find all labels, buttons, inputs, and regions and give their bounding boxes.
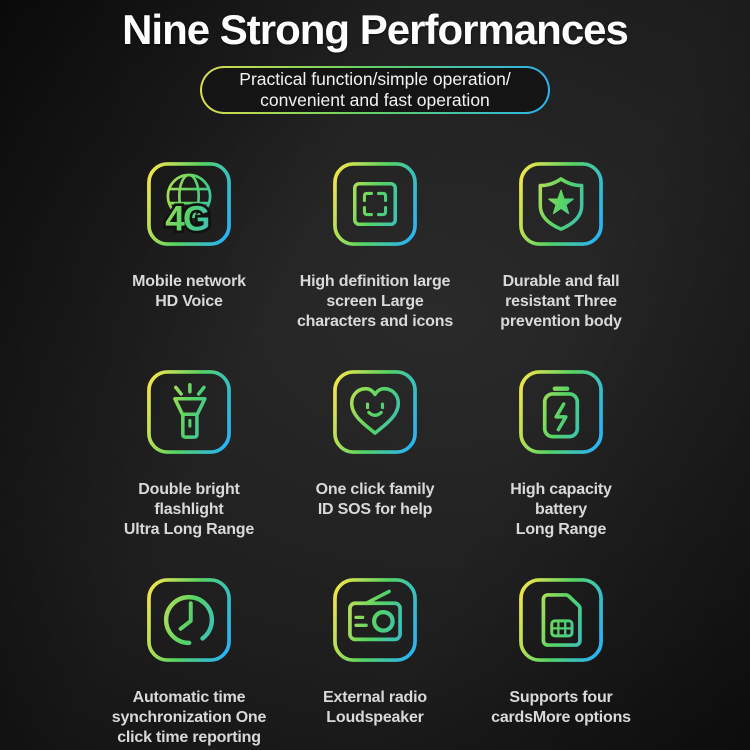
sim-card-icon [519,578,603,662]
feature-label: High definition large screen Large chara… [296,273,454,330]
feature-tile-sos: One click family ID SOS for help [282,368,468,540]
feature-tile-clock: Automatic time synchronization One click… [96,576,282,748]
battery-icon [519,370,603,454]
feature-tile-radio: External radio Loudspeaker [282,576,468,748]
feature-label: High capacity battery Long Range [510,481,612,538]
feature-tile-durable-body: Durable and fall resistant Three prevent… [468,160,654,332]
feature-label: Durable and fall resistant Three prevent… [500,273,622,330]
4g-globe-icon: 4G [147,162,231,246]
4g-badge: 4G [165,199,209,238]
subtitle-pill: Practical function/simple operation/ con… [200,66,550,114]
large-screen-icon [333,162,417,246]
feature-tile-mobile-network: 4G Mobile network HD Voice [96,160,282,332]
shield-star-icon [519,162,603,246]
feature-grid: 4G Mobile network HD Voice High definiti… [0,160,750,748]
page-title: Nine Strong Performances [122,6,629,53]
feature-tile-sim-cards: Supports four cardsMore options [468,576,654,748]
radio-icon [333,578,417,662]
feature-tile-flashlight: Double bright flashlight Ultra Long Rang… [96,368,282,540]
heart-sos-icon [333,370,417,454]
feature-tile-battery: High capacity battery Long Range [468,368,654,540]
feature-label: Mobile network HD Voice [132,273,246,310]
feature-tile-large-screen: High definition large screen Large chara… [282,160,468,332]
clock-icon [147,578,231,662]
feature-label: One click family ID SOS for help [315,481,435,518]
feature-label: Automatic time synchronization One click… [111,689,267,746]
feature-label: Supports four cardsMore options [491,689,631,726]
subtitle-text: Practical function/simple operation/ con… [202,68,548,112]
feature-label: Double bright flashlight Ultra Long Rang… [123,481,255,538]
flashlight-icon [147,370,231,454]
feature-label: External radio Loudspeaker [323,689,427,726]
